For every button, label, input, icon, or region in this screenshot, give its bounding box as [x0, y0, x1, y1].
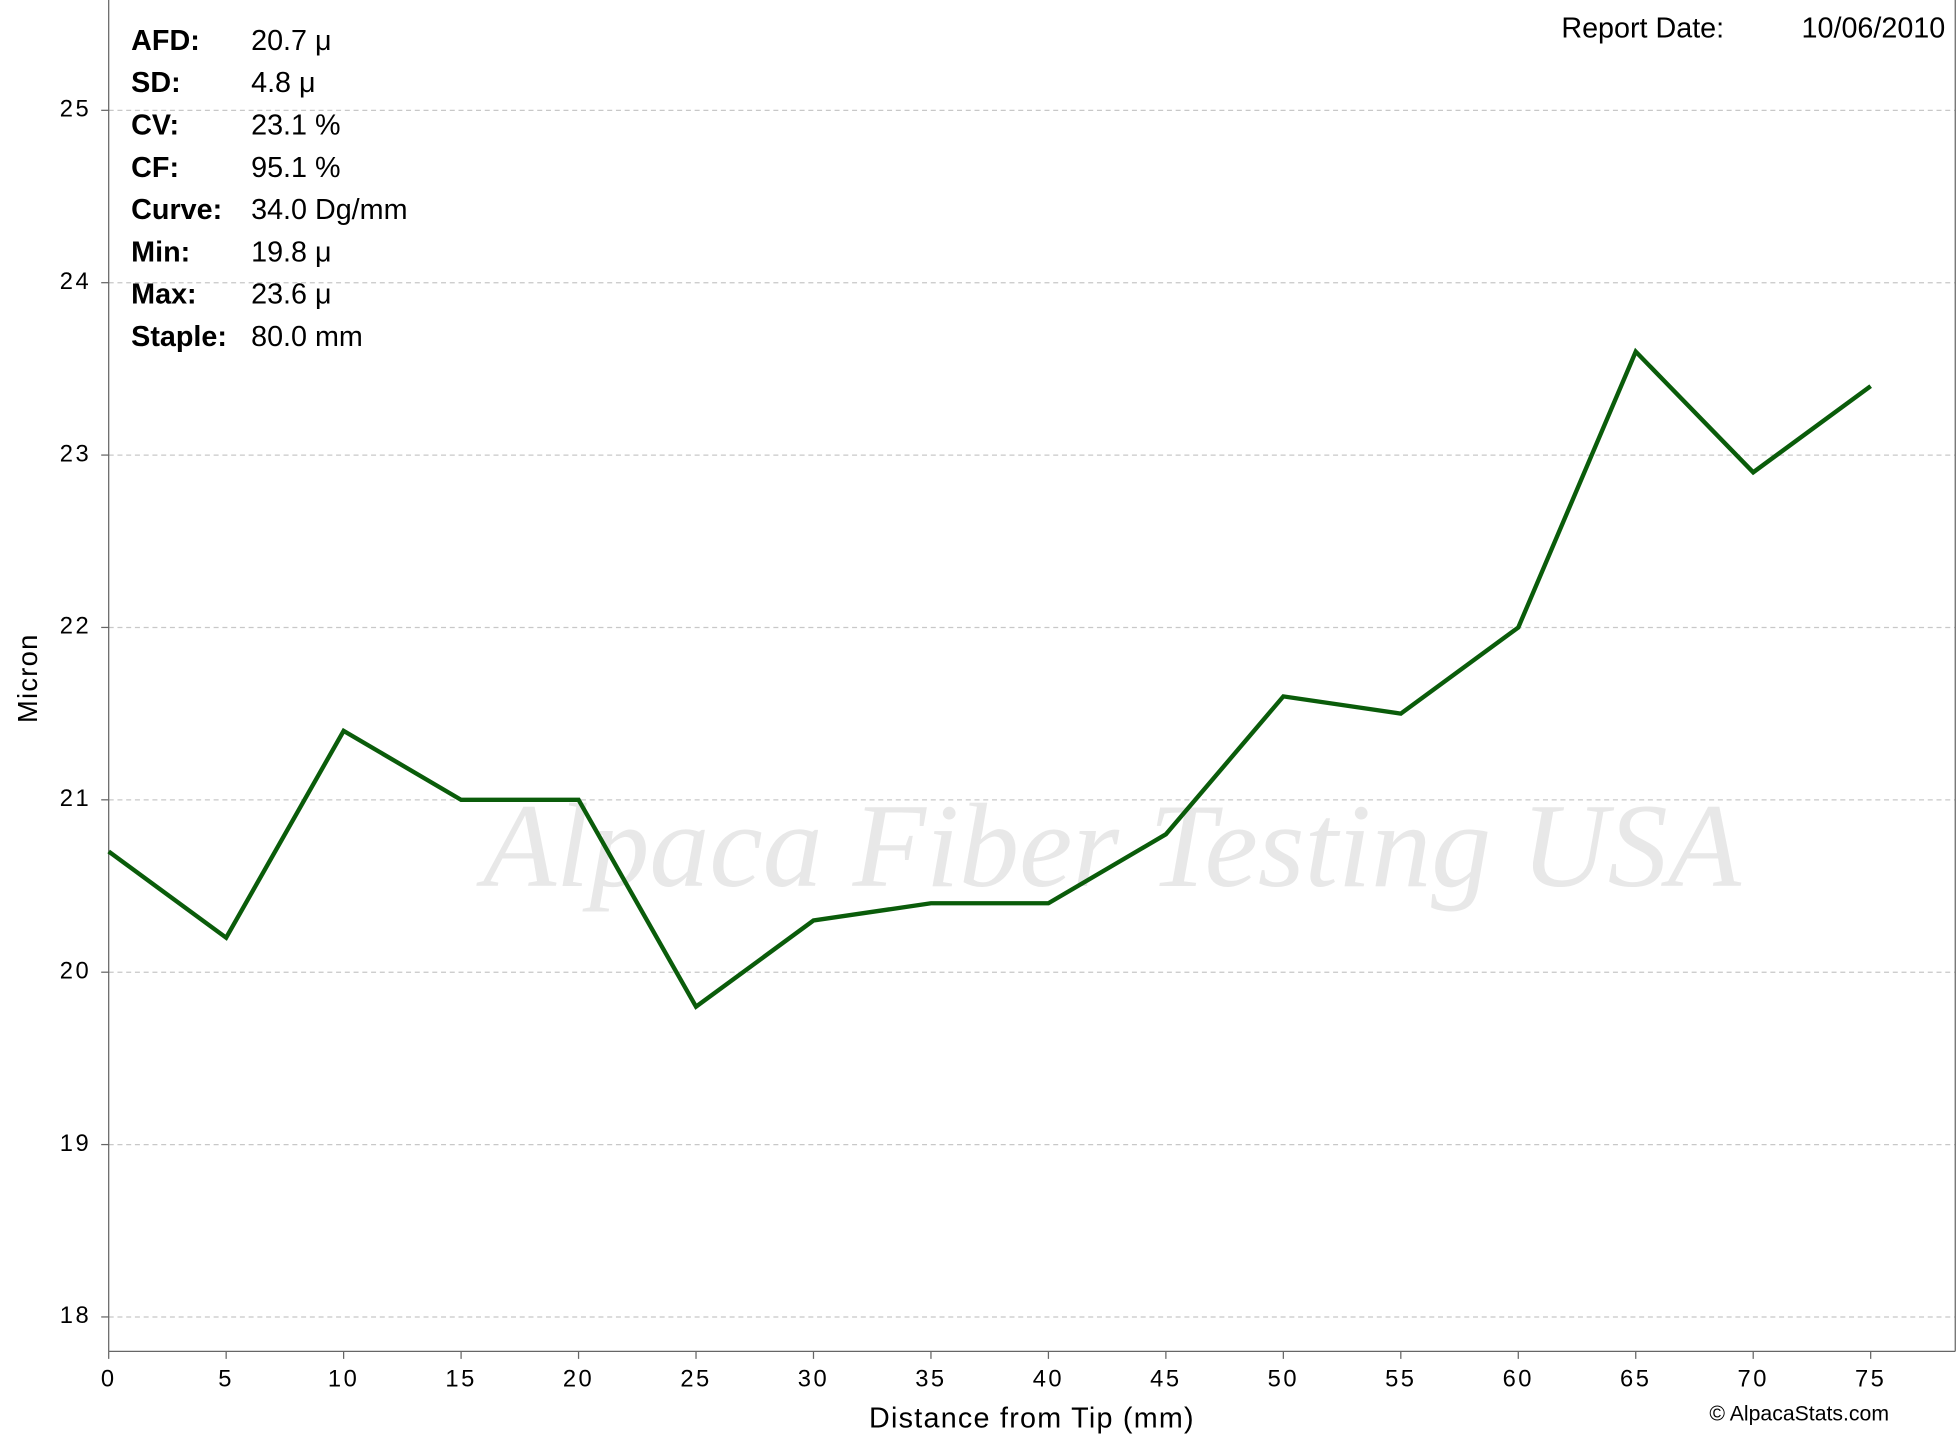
stat-value: 34.0 Dg/mm — [251, 194, 407, 226]
x-tick-label: 10 — [328, 1366, 359, 1392]
x-tick-label: 50 — [1268, 1366, 1299, 1392]
x-tick-label: 30 — [798, 1366, 829, 1392]
stat-label: CF: — [131, 152, 179, 184]
stat-label: Staple: — [131, 321, 227, 353]
stat-value: 23.1 % — [251, 110, 340, 142]
y-tick-label: 18 — [60, 1303, 91, 1329]
y-axis-label: Micron — [12, 633, 43, 723]
x-tick-label: 5 — [218, 1366, 234, 1392]
x-tick-label: 20 — [563, 1366, 594, 1392]
chart: Alpaca Fiber Testing USA Report Date: 10… — [0, 0, 1959, 1446]
x-tick-label: 35 — [915, 1366, 946, 1392]
credit: © AlpacaStats.com — [1709, 1403, 1889, 1426]
stat-label: Min: — [131, 236, 190, 268]
x-tick-label: 60 — [1503, 1366, 1534, 1392]
stat-value: 95.1 % — [251, 152, 340, 184]
watermark: Alpaca Fiber Testing USA — [476, 779, 1742, 912]
stat-value: 19.8 μ — [251, 236, 331, 268]
x-tick-label: 25 — [680, 1366, 711, 1392]
report-date: 10/06/2010 — [1802, 12, 1946, 44]
x-tick-label: 75 — [1855, 1366, 1886, 1392]
stat-value: 23.6 μ — [251, 279, 331, 311]
stat-label: SD: — [131, 67, 180, 99]
stat-value: 80.0 mm — [251, 321, 363, 353]
stat-value: 4.8 μ — [251, 67, 315, 99]
x-axis-label: Distance from Tip (mm) — [869, 1402, 1195, 1434]
x-tick-label: 0 — [101, 1366, 117, 1392]
stat-label: CV: — [131, 110, 179, 142]
x-tick-label: 65 — [1620, 1366, 1651, 1392]
y-tick-label: 23 — [60, 441, 91, 467]
y-tick-label: 20 — [60, 958, 91, 984]
x-tick-label: 70 — [1738, 1366, 1769, 1392]
stat-label: AFD: — [131, 25, 200, 57]
y-tick-label: 22 — [60, 614, 91, 640]
stat-label: Curve: — [131, 194, 222, 226]
stat-label: Max: — [131, 279, 196, 311]
report-date-label: Report Date: — [1561, 12, 1724, 44]
x-tick-label: 15 — [445, 1366, 476, 1392]
x-tick-label: 55 — [1385, 1366, 1416, 1392]
y-tick-label: 25 — [60, 97, 91, 123]
y-tick-label: 19 — [60, 1131, 91, 1157]
x-tick-label: 45 — [1150, 1366, 1181, 1392]
y-tick-label: 21 — [60, 786, 91, 812]
y-tick-label: 24 — [60, 269, 91, 295]
stat-value: 20.7 μ — [251, 25, 331, 57]
x-tick-label: 40 — [1033, 1366, 1064, 1392]
